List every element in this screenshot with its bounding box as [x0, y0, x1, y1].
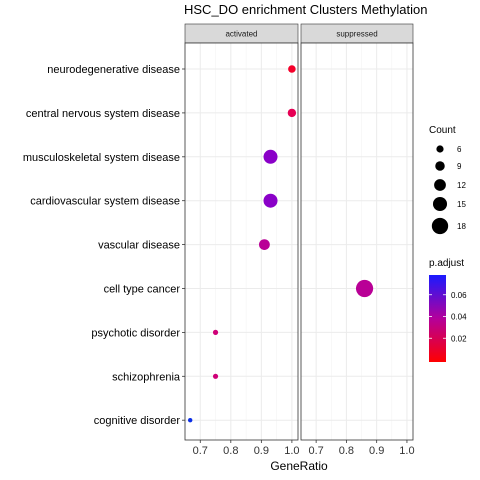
panel-border: [184, 42, 299, 441]
data-point: [288, 65, 296, 73]
y-axis-labels: neurodegenerative disease central nervous…: [23, 64, 185, 427]
y-tick-label: schizophrenia: [112, 371, 181, 383]
size-legend-key: [432, 196, 448, 212]
panel-border: [300, 42, 414, 441]
x-tick-label: 1.0: [399, 445, 414, 457]
panel-points: [187, 65, 297, 423]
facet-label-activated: activated: [225, 30, 257, 39]
color-legend-label: 0.04: [451, 313, 467, 322]
x-tick-label: 0.7: [308, 445, 323, 457]
size-legend-label: 6: [457, 145, 462, 154]
y-tick-label: vascular disease: [98, 240, 180, 252]
data-point: [263, 149, 278, 164]
data-point: [259, 239, 270, 251]
color-legend-label: 0.06: [451, 291, 467, 300]
data-point: [263, 193, 278, 208]
y-tick-label: cardiovascular system disease: [30, 196, 180, 208]
data-point: [355, 279, 374, 298]
color-legend: p.adjust 0.06 0.04 0.02: [429, 258, 467, 362]
size-legend-key: [436, 145, 444, 153]
y-tick-label: psychotic disorder: [91, 327, 180, 339]
x-tick-label: 0.9: [369, 445, 384, 457]
size-legend: Count 6 9 12 15 18: [429, 125, 466, 235]
y-tick-label: central nervous system disease: [26, 108, 180, 120]
x-tick-label: 1.0: [284, 445, 299, 457]
size-legend-key: [435, 161, 445, 171]
data-point: [287, 108, 297, 118]
data-point: [212, 373, 219, 379]
y-tick-label: cell type cancer: [104, 284, 181, 296]
size-legend-label: 15: [457, 200, 466, 209]
panel-background: [185, 43, 298, 440]
panel-background: [301, 43, 413, 440]
data-point: [212, 329, 219, 335]
y-tick-label: neurodegenerative disease: [47, 64, 180, 76]
chart-title: HSC_DO enrichment Clusters Methylation: [184, 2, 427, 17]
facet-label-suppressed: suppressed: [336, 30, 377, 39]
color-legend-title: p.adjust: [429, 258, 464, 269]
x-tick-label: 0.9: [254, 445, 269, 457]
color-legend-bar: [429, 275, 446, 362]
y-tick-label: musculoskeletal system disease: [23, 152, 180, 164]
y-tick-label: cognitive disorder: [94, 415, 181, 427]
color-legend-label: 0.02: [451, 334, 467, 343]
x-tick-label: 0.8: [339, 445, 354, 457]
size-legend-label: 9: [457, 162, 462, 171]
size-legend-label: 18: [457, 222, 466, 231]
data-point: [187, 418, 193, 423]
x-axis-title: GeneRatio: [270, 459, 328, 473]
size-legend-label: 12: [457, 181, 466, 190]
size-legend-key: [434, 179, 446, 191]
size-legend-title: Count: [429, 125, 456, 136]
panel-points: [355, 279, 374, 298]
x-tick-label: 0.8: [223, 445, 238, 457]
panel-suppressed: [300, 42, 414, 441]
x-axis-ticks: 0.7 0.8 0.9 1.0 0.7 0.8 0.9 1.0: [193, 440, 415, 457]
x-tick-label: 0.7: [193, 445, 208, 457]
panel-activated: [184, 42, 299, 441]
size-legend-key: [431, 217, 449, 235]
